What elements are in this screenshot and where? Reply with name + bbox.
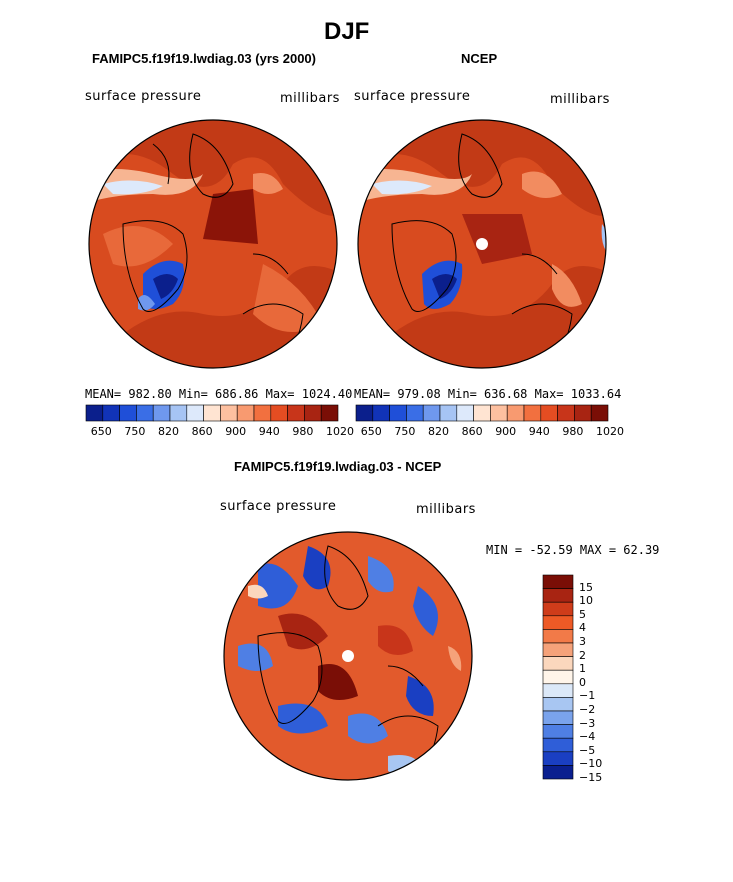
colorbar-label: 750 [394,425,416,438]
colorbar-swatch [473,404,491,422]
colorbar-swatch [287,404,305,422]
colorbar-swatch [304,404,322,422]
colorbar-swatch [253,404,272,422]
obs-colorbar-labels: 650 750 820 860 900 940 980 1020 [356,425,624,439]
diff-units-label: millibars [416,502,476,517]
colorbar-label: 10 [579,594,593,608]
colorbar-label: 4 [579,621,586,635]
colorbar-swatch [542,724,574,739]
model-colorbar-labels: 650 750 820 860 900 940 980 1020 [86,425,354,439]
colorbar-label: 940 [528,425,550,438]
colorbar-swatch [542,588,574,603]
colorbar-swatch [203,404,221,422]
colorbar-swatch [542,751,574,766]
obs-variable-label: surface pressure [354,89,471,104]
obs-panel-title: NCEP [461,51,498,66]
colorbar-swatch [456,404,474,422]
colorbar-label: 750 [124,425,146,438]
diff-colorbar-labels: 15 10 5 4 3 2 1 0 −1 −2 −3 −4 −5 −10 −15 [579,575,619,784]
colorbar-swatch [542,629,574,644]
figure-title: DJF [324,18,370,45]
colorbar-swatch [542,697,574,712]
model-stats: MEAN= 982.80 Min= 686.86 Max= 1024.40 [85,387,353,401]
obs-polar-map [357,119,607,369]
colorbar-label: −2 [579,703,596,716]
diff-polar-map [223,531,473,781]
colorbar-label: 650 [360,425,382,438]
colorbar-swatch [136,404,154,422]
colorbar-swatch [557,404,575,422]
colorbar-label: 5 [579,607,586,621]
obs-colorbar [355,404,609,422]
diff-variable-label: surface pressure [220,499,337,514]
colorbar-swatch [542,601,574,617]
colorbar-label: 1020 [326,425,354,438]
colorbar-swatch [439,404,458,422]
colorbar-swatch [523,404,542,422]
obs-stats: MEAN= 979.08 Min= 636.68 Max= 1033.64 [354,387,622,401]
colorbar-swatch [542,642,574,657]
colorbar-label: −5 [579,743,596,757]
colorbar-label: 820 [158,425,179,438]
colorbar-swatch [220,404,238,422]
model-units-label: millibars [280,91,340,106]
colorbar-label: −10 [579,757,603,771]
colorbar-label: 1 [579,662,586,676]
model-panel-title: FAMIPC5.f19f19.lwdiag.03 (yrs 2000) [92,51,316,66]
colorbar-swatch [169,404,188,422]
colorbar-swatch [542,710,574,725]
colorbar-label: 860 [191,425,213,438]
colorbar-swatch [542,669,574,685]
colorbar-label: 980 [292,425,314,438]
colorbar-swatch [542,737,574,753]
colorbar-label: 3 [579,635,586,648]
colorbar-label: −15 [579,771,603,784]
colorbar-swatch [406,404,424,422]
diff-colorbar [542,574,574,780]
colorbar-swatch [320,404,339,422]
model-colorbar [85,404,339,422]
colorbar-swatch [102,404,120,422]
colorbar-label: 820 [428,425,449,438]
colorbar-label: 650 [90,425,112,438]
colorbar-label: 900 [225,425,247,438]
model-variable-label: surface pressure [85,89,202,104]
colorbar-label: −3 [579,716,596,730]
colorbar-label: 1020 [596,425,624,438]
colorbar-swatch [85,404,104,422]
colorbar-label: 2 [579,648,586,662]
colorbar-swatch [119,404,137,422]
colorbar-swatch [590,404,609,422]
model-polar-map [88,119,338,369]
colorbar-swatch [490,404,508,422]
colorbar-label: 980 [562,425,584,438]
colorbar-swatch [542,683,574,698]
colorbar-swatch [574,404,592,422]
obs-units-label: millibars [550,92,610,107]
colorbar-label: 0 [579,675,586,689]
colorbar-swatch [372,404,390,422]
colorbar-swatch [236,404,255,422]
colorbar-swatch [506,404,525,422]
colorbar-label: 900 [495,425,517,438]
colorbar-swatch [422,404,441,422]
colorbar-swatch [186,404,204,422]
colorbar-swatch [270,404,288,422]
colorbar-label: −1 [579,689,596,703]
colorbar-swatch [152,404,171,422]
colorbar-swatch [542,765,574,780]
colorbar-label: −4 [579,730,596,744]
diff-stats: MIN = -52.59 MAX = 62.39 [486,543,660,557]
colorbar-swatch [389,404,407,422]
colorbar-swatch [355,404,374,422]
colorbar-label: 860 [461,425,483,438]
colorbar-label: 940 [258,425,280,438]
colorbar-label: 15 [579,580,593,594]
colorbar-swatch [540,404,558,422]
diff-panel-title: FAMIPC5.f19f19.lwdiag.03 - NCEP [234,459,442,474]
colorbar-swatch [542,574,574,589]
colorbar-swatch [542,656,574,671]
colorbar-swatch [542,615,574,630]
